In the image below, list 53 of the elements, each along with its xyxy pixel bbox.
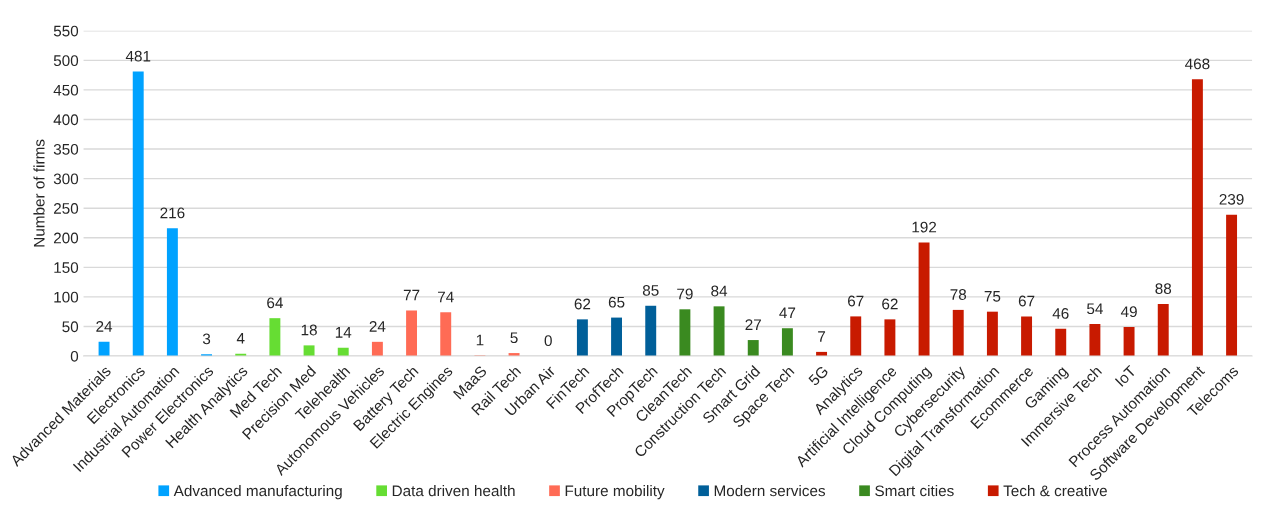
data-label: 3 bbox=[202, 333, 211, 345]
data-label: 67 bbox=[848, 295, 864, 307]
data-label: 67 bbox=[1018, 295, 1035, 307]
data-label: 5 bbox=[510, 332, 518, 344]
data-label: 64 bbox=[267, 297, 283, 309]
data-label: 24 bbox=[96, 321, 113, 332]
y-tick-label: 400 bbox=[53, 114, 79, 126]
data-label: 216 bbox=[160, 207, 185, 219]
data-label: 0 bbox=[544, 335, 552, 347]
legend-label: Tech & creative bbox=[1003, 485, 1107, 497]
legend-label: Smart cities bbox=[875, 485, 954, 497]
legend-label: Modern services bbox=[714, 485, 826, 497]
y-tick-label: 350 bbox=[53, 143, 79, 155]
data-label: 27 bbox=[745, 319, 761, 330]
data-label: 1 bbox=[476, 334, 484, 346]
y-tick-label: 550 bbox=[53, 25, 79, 37]
data-label: 88 bbox=[1155, 283, 1172, 295]
data-label: 18 bbox=[301, 324, 317, 336]
data-label: 47 bbox=[779, 307, 796, 319]
data-label: 78 bbox=[950, 289, 967, 300]
data-label: 7 bbox=[818, 331, 826, 342]
data-label: 79 bbox=[677, 288, 693, 300]
legend-label: Data driven health bbox=[392, 485, 515, 497]
data-label: 14 bbox=[335, 327, 352, 338]
data-label: 54 bbox=[1087, 303, 1103, 315]
data-label: 77 bbox=[403, 289, 420, 301]
y-tick-label: 450 bbox=[53, 84, 79, 96]
y-tick-label: 200 bbox=[53, 232, 79, 244]
y-tick-label: 500 bbox=[53, 55, 79, 67]
y-tick-label: 0 bbox=[70, 350, 79, 362]
data-label: 75 bbox=[984, 291, 1001, 302]
y-axis-title: Number of firms bbox=[33, 139, 45, 247]
data-label: 49 bbox=[1120, 306, 1137, 318]
data-label: 481 bbox=[125, 50, 151, 62]
y-tick-label: 150 bbox=[54, 262, 79, 274]
data-label: 62 bbox=[574, 298, 591, 310]
data-label: 24 bbox=[369, 321, 386, 332]
data-label: 74 bbox=[438, 291, 454, 303]
data-label: 46 bbox=[1052, 308, 1069, 319]
y-tick-label: 250 bbox=[53, 203, 79, 214]
y-tick-label: 300 bbox=[53, 173, 79, 185]
data-label: 62 bbox=[882, 298, 898, 310]
legend-label: Future mobility bbox=[565, 485, 665, 500]
y-tick-label: 50 bbox=[62, 321, 79, 333]
data-label: 239 bbox=[1219, 193, 1244, 205]
data-label: 4 bbox=[236, 333, 245, 344]
data-label: 85 bbox=[642, 284, 659, 296]
data-label: 65 bbox=[608, 296, 625, 308]
data-label: 192 bbox=[912, 221, 937, 233]
data-label: 84 bbox=[711, 285, 728, 297]
legend-label: Advanced manufacturing bbox=[173, 485, 342, 500]
y-tick-label: 100 bbox=[54, 291, 79, 303]
data-label: 468 bbox=[1185, 58, 1210, 70]
